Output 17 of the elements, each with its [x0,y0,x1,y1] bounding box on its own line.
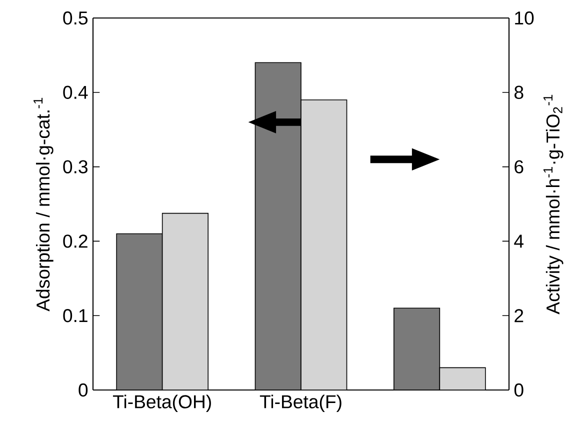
bar [394,308,440,390]
y2-tick-label: 10 [515,11,534,25]
y2-tick-label: 8 [514,86,524,99]
x-tick-label: Ti-Beta(F) [260,394,342,412]
y-tick-label: 0.4 [63,86,88,99]
y2-tick-label: 0 [514,383,524,397]
y2-axis-title: Activity / mmol·h$^{-1}$·g-TiO$_{2}$-1 [544,94,564,314]
y-tick-label: 0 [78,383,88,397]
y-tick-label: 0.1 [63,309,88,322]
y-tick-label: 0.5 [63,11,88,25]
y2-tick-label: 6 [514,160,524,174]
x-tick-label: Ti-Beta(OH) [112,394,211,412]
y2-tick-label: 4 [514,234,524,248]
y-axis-title: Adsorption / mmol·g-cat.$^{-1}$ [34,98,54,312]
y2-tick-label: 2 [514,309,524,322]
y-tick-label: 0.3 [63,160,88,174]
y-tick-label: 0.2 [63,234,88,248]
